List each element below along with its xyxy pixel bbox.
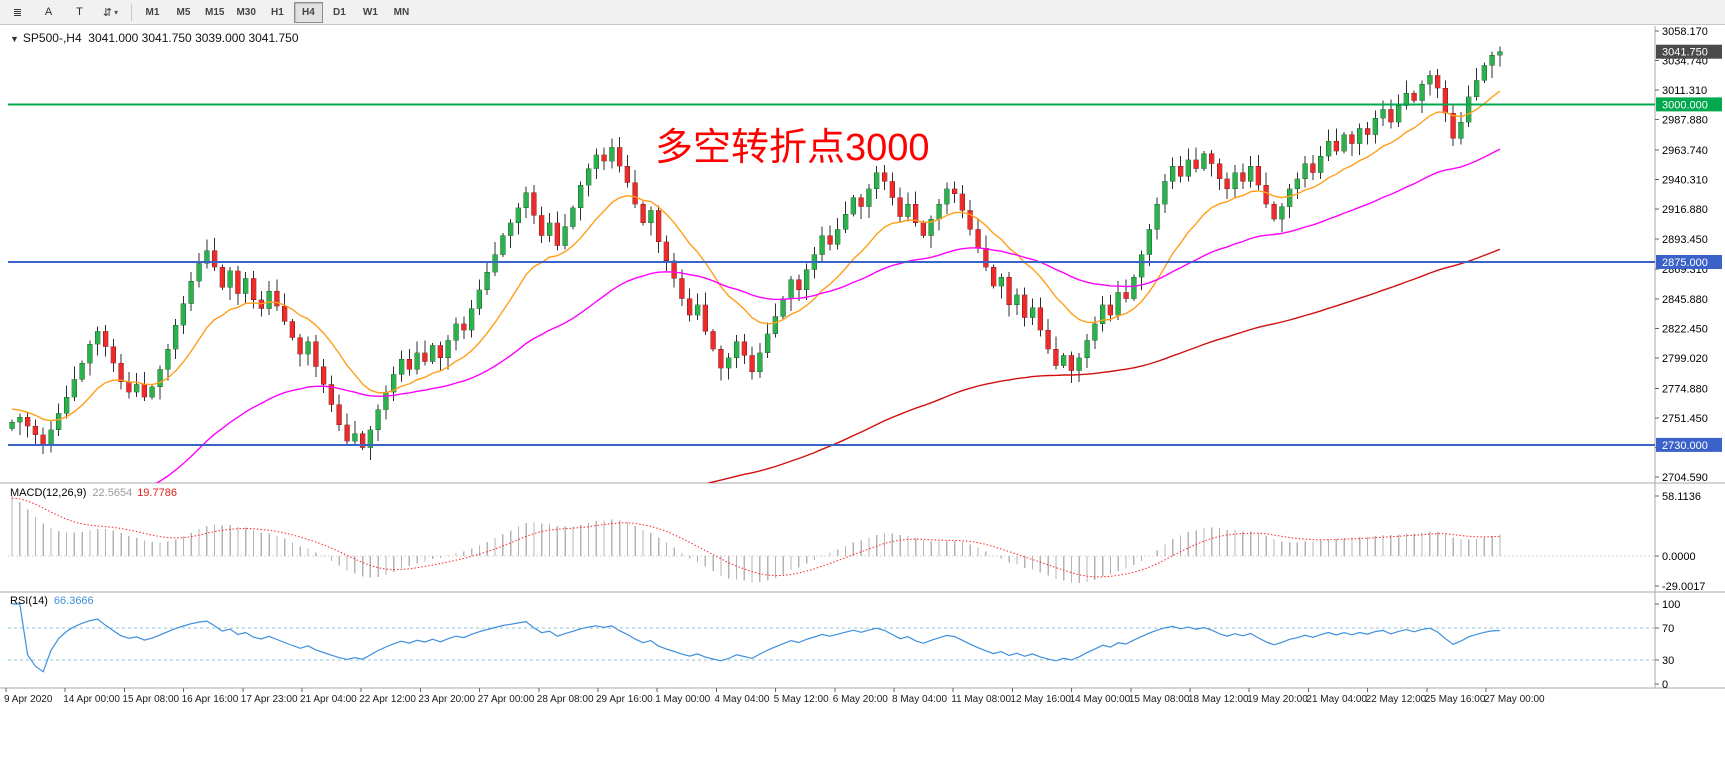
rsi-label: RSI(14) [10,595,48,607]
time-axis-label: 14 May 00:00 [1070,694,1131,705]
rsi-scale-label: 30 [1662,655,1674,667]
price-axis-label: 2987.880 [1662,115,1708,127]
rsi-line [12,603,1500,673]
timeframe-arrows-icon[interactable]: ⇵ ▾ [102,6,119,19]
price-axis-label: 2704.590 [1662,472,1708,484]
macd-header: MACD(12,26,9) 22.5654 19.7786 [10,487,177,499]
time-axis-label: 28 Apr 08:00 [537,694,594,705]
time-axis-label: 6 May 20:00 [833,694,888,705]
timeframe-button-m15[interactable]: M15 [205,6,225,18]
level-2875-badge [1656,255,1722,269]
price-axis-label: 2940.310 [1662,175,1708,187]
price-axis-label: 3058.170 [1662,26,1708,38]
rsi-scale-label: 0 [1662,679,1668,691]
symbol-ohlc-values: 3041.000 3041.750 3039.000 3041.750 [88,31,299,45]
price-axis[interactable]: 3058.1703034.7403011.3102987.8802963.740… [1655,26,1722,484]
level-3000-badge [1656,97,1722,112]
price-axis-label: 2774.880 [1662,383,1708,395]
macd-scale-label: 58.1136 [1662,491,1701,503]
price-axis-label: 2845.880 [1662,294,1708,306]
timeframe-button-w1[interactable]: W1 [362,6,378,18]
timeframe-button-mn[interactable]: MN [393,6,410,18]
time-axis-label: 22 Apr 12:00 [359,694,416,705]
time-axis-label: 9 Apr 2020 [4,694,53,705]
price-axis-label: 3011.310 [1662,85,1707,97]
template-tool-button[interactable]: T [76,6,83,18]
ma-fast-line [11,90,1501,422]
price-axis-label: 2799.020 [1662,353,1708,365]
time-axis-label: 23 Apr 20:00 [418,694,475,705]
time-axis-label: 5 May 12:00 [774,694,829,705]
price-axis-label: 2963.740 [1662,145,1708,157]
timeframe-button-m5[interactable]: M5 [176,6,191,18]
time-axis-label: 1 May 00:00 [655,694,710,705]
ma-medium-line [155,148,1501,483]
collapse-arrow-icon[interactable]: ▼ [10,34,19,44]
time-axis-label: 4 May 04:00 [714,694,769,705]
macd-signal-line [11,497,1500,578]
time-axis-label: 27 May 00:00 [1484,694,1545,705]
level-3000-badge-text: 3000.000 [1662,99,1708,111]
time-axis-label: 22 May 12:00 [1366,694,1427,705]
time-axis-label: 21 Apr 04:00 [300,694,357,705]
time-axis-label: 29 Apr 16:00 [596,694,653,705]
symbol-header: ▼ SP500-,H4 3041.000 3041.750 3039.000 30… [10,31,299,45]
level-2875-badge-text: 2875.000 [1662,257,1708,269]
toolbar-separator [131,3,132,21]
rsi-value: 66.3666 [53,595,94,607]
time-axis-label: 25 May 16:00 [1425,694,1486,705]
text-tool-button[interactable]: A [44,6,53,18]
time-axis-label: 15 May 08:00 [1129,694,1190,705]
time-axis-label: 27 Apr 00:00 [478,694,535,705]
current-price-badge [1656,44,1722,59]
chart-annotation-text[interactable]: 多空转折点3000 [655,127,930,169]
timeframe-button-h4[interactable]: H4 [293,1,323,23]
toolbar: ≣ A T ⇵ ▾ M1 M5 M15 M30 H1 H4 D1 W1 MN [0,0,1725,25]
level-2730-badge-text: 2730.000 [1662,440,1708,452]
time-axis[interactable]: 9 Apr 2020 14 Apr 00:00 15 Apr 08:00 16 Apr… [4,688,1545,705]
price-axis-label: 2916.880 [1662,204,1708,216]
time-axis-label: 17 Apr 23:00 [241,694,298,705]
macd-signal-value: 19.7786 [137,487,177,499]
macd-label: MACD(12,26,9) [10,487,87,499]
rsi-scale-label: 100 [1662,599,1680,611]
symbol-name: SP500-,H4 [22,31,82,45]
time-axis-label: 11 May 08:00 [951,694,1011,705]
price-axis-label: 2751.450 [1662,413,1708,425]
time-axis-label: 15 Apr 08:00 [122,694,179,705]
macd-main-value: 22.5654 [92,487,133,499]
time-axis-label: 16 Apr 16:00 [182,694,239,705]
price-axis-label: 2893.450 [1662,234,1708,246]
level-2730-badge [1656,437,1722,452]
rsi-header: RSI(14) 66.3666 [10,595,94,607]
macd-scale-label: 0.0000 [1662,551,1696,563]
time-axis-label: 18 May 12:00 [1188,694,1249,705]
time-axis-label: 12 May 16:00 [1010,694,1071,705]
ma-slow-line [705,248,1501,483]
timeframe-button-m1[interactable]: M1 [145,6,160,18]
time-axis-label: 19 May 20:00 [1247,694,1308,705]
time-axis-label: 8 May 04:00 [892,694,947,705]
current-price-badge-text: 3041.750 [1662,47,1708,59]
rsi-scale-label: 70 [1662,623,1674,635]
time-axis-label: 14 Apr 00:00 [63,694,120,705]
timeframe-button-m30[interactable]: M30 [236,6,256,18]
macd-histogram [11,496,1501,584]
dropdown-caret-icon[interactable]: ▾ [114,7,119,17]
price-axis-label: 2822.450 [1662,323,1708,335]
time-axis-label: 21 May 04:00 [1306,694,1367,705]
candles-layer [9,46,1503,461]
timeframe-button-d1[interactable]: D1 [333,6,346,18]
cursor-tool-icon[interactable]: ≣ [12,6,23,19]
timeframe-button-h1[interactable]: H1 [271,6,284,18]
macd-scale-label: -29.0017 [1662,581,1705,593]
